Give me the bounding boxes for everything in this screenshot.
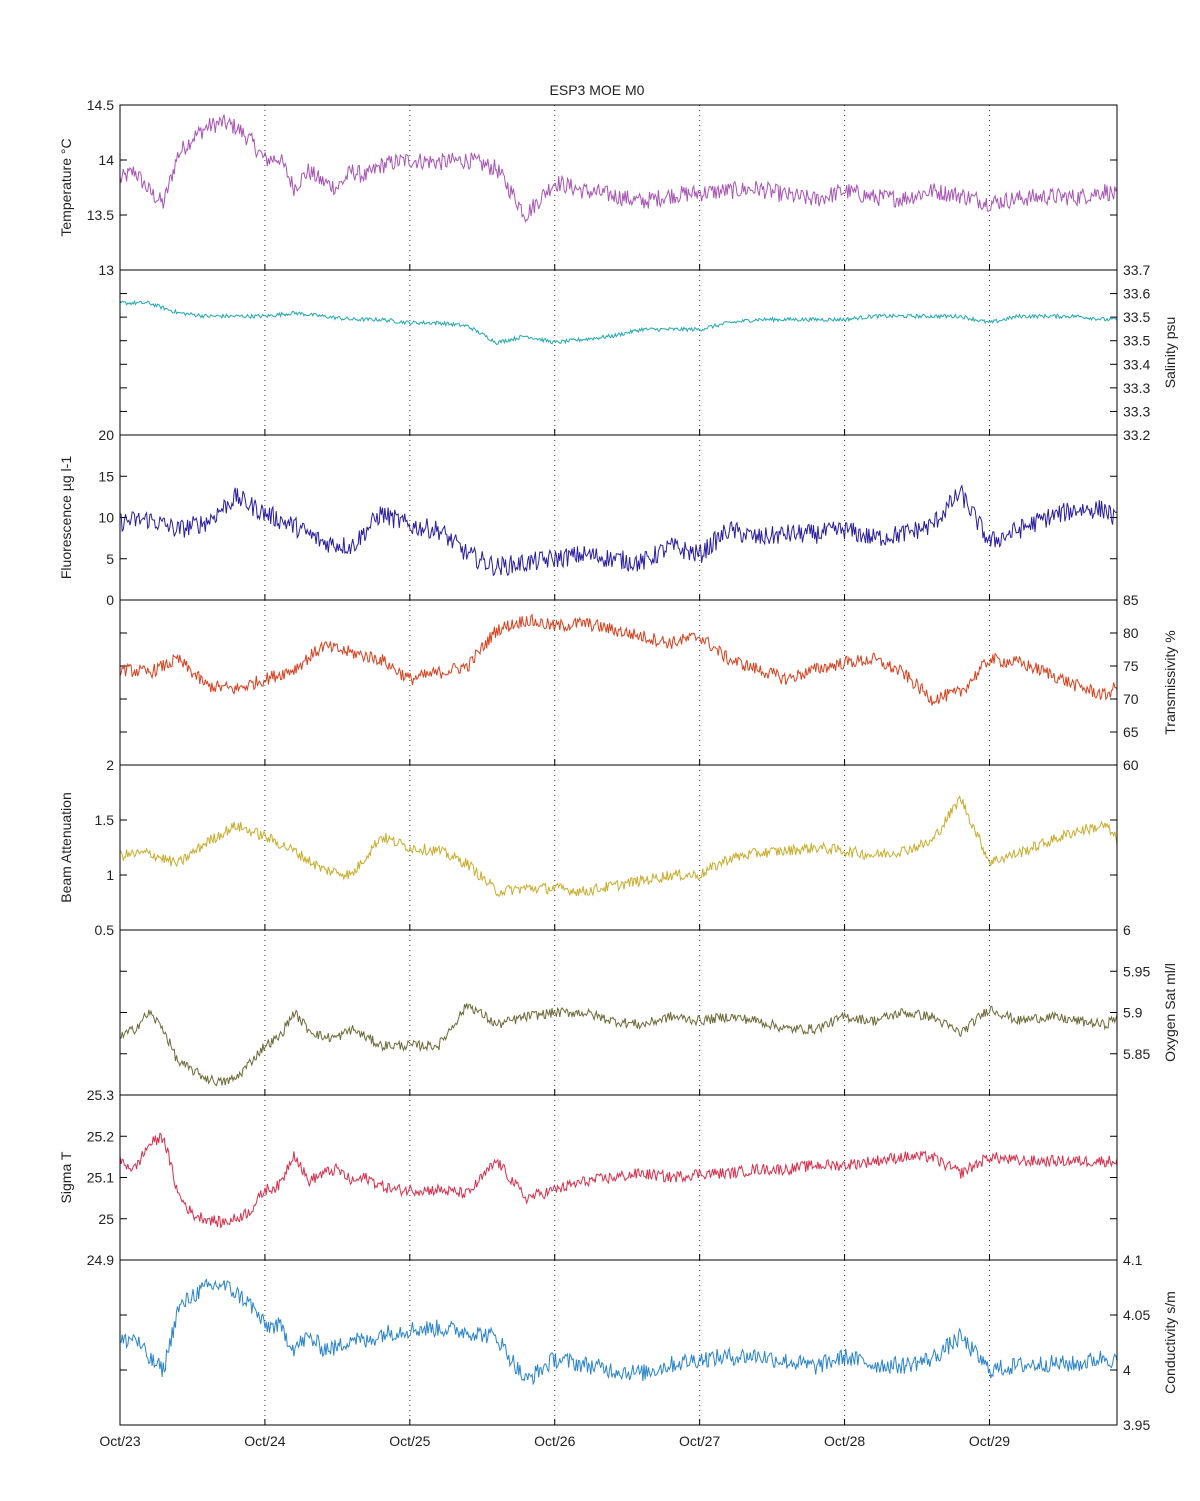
beam-attenuation-series-line — [119, 795, 1118, 898]
transmissivity-ytick-label: 80 — [1123, 625, 1139, 641]
oxygen-sat-ytick-label: 5.85 — [1123, 1046, 1150, 1062]
transmissivity-ytick-label: 85 — [1123, 592, 1139, 608]
beam-attenuation-ytick-label: 2 — [106, 757, 114, 773]
temperature-axis-label: Temperature °C — [58, 138, 74, 236]
salinity-axis-label: Salinity psu — [1162, 317, 1178, 389]
transmissivity-ytick-label: 70 — [1123, 691, 1139, 707]
salinity-series-line — [119, 299, 1118, 345]
salinity-ytick-label: 33.3 — [1123, 403, 1150, 419]
salinity-ytick-label: 33.2 — [1123, 427, 1150, 443]
fluorescence-ytick-label: 5 — [106, 551, 114, 567]
fluorescence-series-line — [119, 484, 1118, 577]
x-tick-label: Oct/26 — [534, 1433, 575, 1449]
temperature-ytick-label: 13.5 — [87, 207, 114, 223]
conductivity-ytick-label: 4.05 — [1123, 1307, 1150, 1323]
transmissivity-series-line — [119, 613, 1118, 706]
oxygen-sat-ytick-label: 5.95 — [1123, 963, 1150, 979]
sigma-t-series-line — [119, 1132, 1118, 1229]
oxygen-sat-axis-label: Oxygen Sat ml/l — [1162, 963, 1178, 1062]
oxygen-sat-ytick-label: 5.9 — [1123, 1005, 1143, 1021]
beam-attenuation-ytick-label: 0.5 — [95, 922, 115, 938]
x-tick-label: Oct/23 — [99, 1433, 140, 1449]
fluorescence-ytick-label: 0 — [106, 592, 114, 608]
conductivity-series-line — [119, 1278, 1118, 1386]
sigma-t-ytick-label: 24.9 — [87, 1252, 114, 1268]
oxygen-sat-series-line — [119, 1003, 1118, 1087]
beam-attenuation-ytick-label: 1 — [106, 867, 114, 883]
conductivity-ytick-label: 4 — [1123, 1362, 1131, 1378]
transmissivity-axis-label: Transmissivity % — [1162, 630, 1178, 735]
transmissivity-ytick-label: 60 — [1123, 757, 1139, 773]
transmissivity-ytick-label: 75 — [1123, 658, 1139, 674]
sigma-t-axis-label: Sigma T — [58, 1151, 74, 1203]
conductivity-axis-label: Conductivity s/m — [1162, 1291, 1178, 1394]
chart-title: ESP3 MOE M0 — [550, 82, 645, 98]
x-tick-label: Oct/29 — [969, 1433, 1010, 1449]
sigma-t-ytick-label: 25.3 — [87, 1087, 114, 1103]
beam-attenuation-ytick-label: 1.5 — [95, 812, 115, 828]
temperature-series-line — [119, 114, 1118, 224]
salinity-ytick-label: 33.6 — [1123, 286, 1150, 302]
temperature-ytick-label: 13 — [98, 262, 114, 278]
sigma-t-ytick-label: 25.1 — [87, 1170, 114, 1186]
fluorescence-ytick-label: 10 — [98, 510, 114, 526]
salinity-ytick-label: 33.5 — [1123, 309, 1150, 325]
salinity-ytick-label: 33.4 — [1123, 356, 1150, 372]
x-tick-label: Oct/24 — [244, 1433, 285, 1449]
conductivity-ytick-label: 3.95 — [1123, 1417, 1150, 1433]
x-tick-label: Oct/27 — [679, 1433, 720, 1449]
conductivity-ytick-label: 4.1 — [1123, 1252, 1143, 1268]
transmissivity-ytick-label: 65 — [1123, 724, 1139, 740]
fluorescence-axis-label: Fluorescence µg l-1 — [58, 456, 74, 579]
salinity-ytick-label: 33.7 — [1123, 262, 1150, 278]
conductivity-panel-frame — [119, 1259, 1118, 1426]
sigma-t-ytick-label: 25.2 — [87, 1128, 114, 1144]
temperature-ytick-label: 14.5 — [87, 97, 114, 113]
oxygen-sat-ytick-label: 6 — [1123, 922, 1131, 938]
salinity-ytick-label: 33.5 — [1123, 333, 1150, 349]
sigma-t-ytick-label: 25 — [98, 1211, 114, 1227]
temperature-ytick-label: 14 — [98, 152, 114, 168]
x-tick-label: Oct/28 — [824, 1433, 865, 1449]
x-tick-label: Oct/25 — [389, 1433, 430, 1449]
beam-attenuation-axis-label: Beam Attenuation — [58, 792, 74, 903]
fluorescence-ytick-label: 20 — [98, 427, 114, 443]
salinity-ytick-label: 33.3 — [1123, 380, 1150, 396]
fluorescence-ytick-label: 15 — [98, 468, 114, 484]
